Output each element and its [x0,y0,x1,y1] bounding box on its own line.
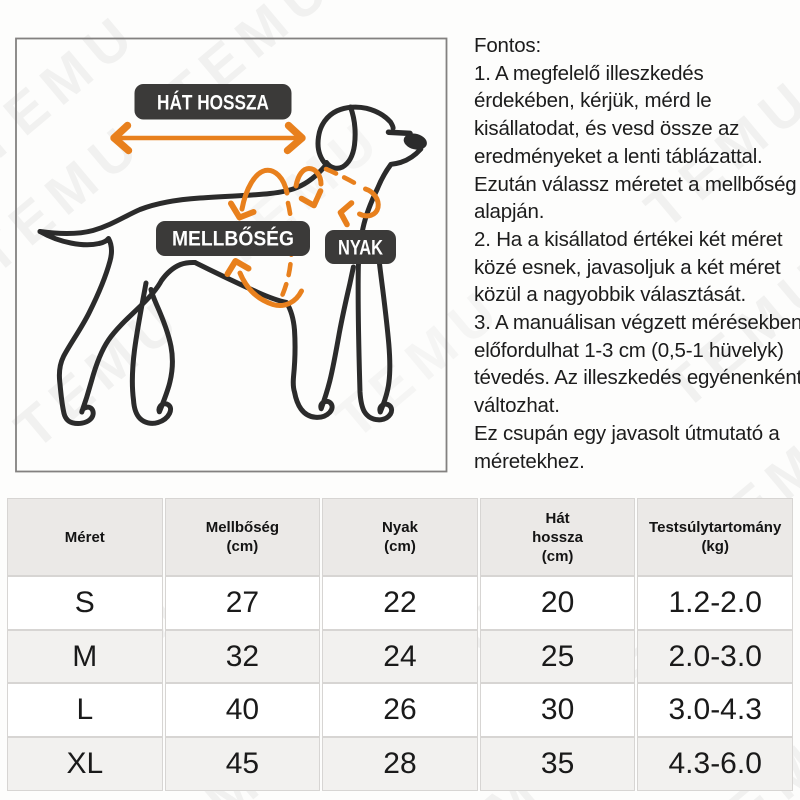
svg-text:NYAK: NYAK [338,237,383,260]
svg-text:MELLBŐSÉG: MELLBŐSÉG [172,228,294,251]
svg-text:HÁT HOSSZA: HÁT HOSSZA [157,90,269,115]
